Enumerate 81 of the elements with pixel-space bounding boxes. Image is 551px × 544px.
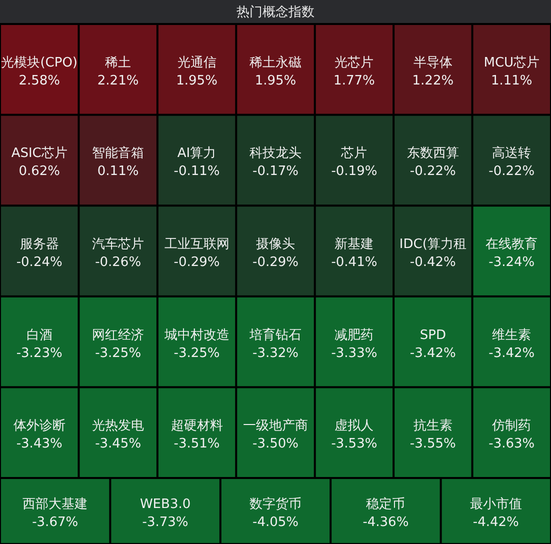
data-label: 0.11% [97, 164, 139, 180]
data-label: -3.43% [16, 436, 62, 452]
category-label: 高送转 [492, 145, 532, 162]
category-label: SPD [420, 328, 446, 343]
category-label: 服务器 [20, 237, 59, 252]
category-label: ASIC芯片 [11, 146, 68, 162]
data-label: -3.67% [32, 515, 78, 530]
data-label: -0.42% [410, 255, 456, 270]
category-label: 工业互联网 [164, 237, 230, 252]
category-label: 维生素 [492, 328, 532, 343]
category-label: 网红经济 [92, 328, 144, 343]
data-label: -3.24% [488, 255, 535, 270]
category-label: 一级地产商 [243, 418, 308, 434]
category-label: 半导体 [413, 55, 452, 70]
data-label: -0.22% [410, 164, 456, 180]
data-label: -3.51% [174, 436, 220, 452]
category-label: 培育钻石 [248, 326, 302, 343]
category-label: 最小市值 [470, 497, 522, 512]
data-label: 1.95% [254, 73, 296, 88]
category-label: 虚拟人 [334, 418, 374, 434]
category-label: 智能音箱 [92, 146, 144, 162]
category-label: 光热发电 [92, 418, 144, 434]
category-label: 东数西算 [406, 146, 459, 162]
data-label: 1.22% [412, 73, 454, 88]
data-label: -3.63% [488, 436, 535, 452]
data-label: -3.42% [488, 346, 535, 361]
data-label: -4.42% [472, 515, 519, 530]
data-label: 2.58% [18, 73, 60, 88]
category-label: AI算力 [177, 146, 216, 162]
category-label: 光模块(CPO) [1, 55, 78, 70]
category-label: 摄像头 [256, 237, 295, 252]
category-label: 西部大基建 [22, 497, 88, 512]
category-label: 抗生素 [413, 418, 452, 434]
data-label: -0.26% [95, 255, 142, 270]
data-label: -0.11% [174, 164, 220, 180]
data-label: 2.21% [97, 73, 139, 88]
category-label: 超硬材料 [170, 418, 223, 434]
category-label: 减肥药 [334, 328, 374, 343]
data-label: -3.50% [252, 436, 298, 452]
data-label: -3.25% [95, 346, 142, 361]
category-label: 稀土永磁 [250, 54, 302, 70]
data-label: 1.95% [176, 73, 218, 88]
data-label: 1.11% [490, 73, 532, 88]
data-label: -3.45% [95, 436, 142, 452]
data-label: -3.23% [16, 346, 62, 361]
category-label: 稀土 [105, 55, 132, 70]
category-label: 光通信 [177, 55, 216, 70]
data-label: -4.05% [252, 515, 298, 530]
data-label: 0.62% [18, 164, 60, 180]
category-label: 芯片 [340, 146, 368, 162]
data-label: -0.22% [488, 164, 535, 180]
text: 热门概念指数 [236, 4, 314, 20]
data-label: -3.53% [331, 436, 378, 452]
data-label: -3.32% [252, 346, 298, 361]
data-label: -3.42% [410, 346, 456, 361]
category-label: 白酒 [26, 328, 52, 343]
data-label: -0.29% [252, 255, 298, 270]
category-label: 汽车芯片 [92, 237, 144, 252]
data-label: -3.73% [142, 515, 188, 530]
data-label: -0.24% [16, 255, 62, 270]
category-label: 光芯片 [334, 55, 374, 70]
data-label: -0.29% [174, 255, 220, 270]
category-label: 体外诊断 [13, 418, 66, 434]
data-label: -3.33% [331, 346, 378, 361]
category-label: 仿制药 [491, 418, 532, 434]
data-label: -4.36% [362, 515, 409, 530]
category-label: IDC(算力租 [399, 237, 466, 252]
category-label: 新基建 [334, 237, 374, 252]
data-label: -0.19% [331, 164, 378, 180]
category-label: 数字货币 [250, 496, 302, 512]
category-label: WEB3.0 [140, 497, 191, 512]
category-label: 稳定币 [366, 497, 406, 512]
category-label: 在线教育 [486, 236, 538, 252]
data-label: -0.17% [252, 164, 298, 180]
category-label: MCU芯片 [484, 55, 540, 70]
data-label: -3.55% [410, 436, 456, 452]
data-label: -0.41% [331, 255, 378, 270]
data-label: 1.77% [334, 73, 375, 88]
category-label: 科技龙头 [250, 146, 302, 162]
category-label: 城中村改造 [163, 328, 230, 343]
data-label: -3.25% [174, 346, 220, 361]
